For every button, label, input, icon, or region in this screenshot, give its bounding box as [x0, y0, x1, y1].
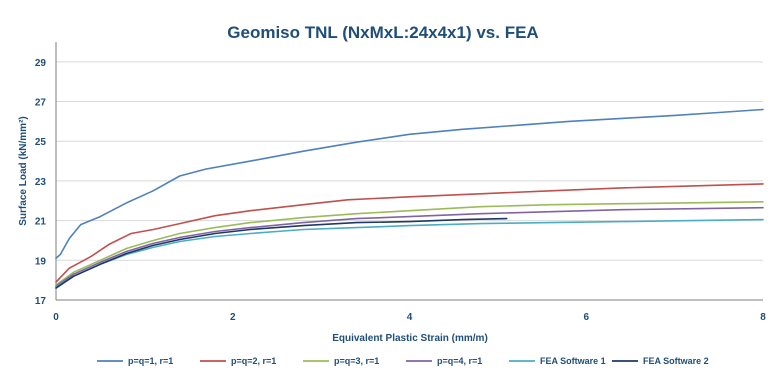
series-lines [55, 108, 764, 289]
series-line-3 [55, 201, 764, 286]
y-tick-label: 17 [35, 296, 47, 307]
x-tick-label: 2 [230, 312, 236, 323]
y-tick-labels: 17 19 21 23 25 27 29 [35, 58, 47, 307]
legend-label-4: p=q=4, r=1 [437, 356, 482, 366]
x-tick-label: 8 [760, 312, 766, 323]
x-tick-label: 6 [583, 312, 589, 323]
y-tick-label: 25 [35, 137, 47, 148]
legend-label-2: p=q=2, r=1 [231, 356, 276, 366]
y-tick-label: 21 [35, 217, 47, 228]
chart-title: Geomiso TNL (NxMxL:24x4x1) vs. FEA [227, 23, 538, 42]
x-tick-labels: 0 2 4 6 8 [53, 312, 766, 323]
legend-label-3: p=q=3, r=1 [334, 356, 379, 366]
x-tick-label: 0 [53, 312, 59, 323]
series-line-1 [55, 108, 764, 260]
y-axis-label: Surface Load (kN/mm²) [18, 116, 29, 225]
y-tick-label: 19 [35, 256, 47, 267]
x-axis-label: Equivalent Plastic Strain (mm/m) [332, 333, 488, 344]
legend-label-1: p=q=1, r=1 [128, 356, 173, 366]
y-tick-label: 29 [35, 58, 47, 69]
x-tick-label: 4 [407, 312, 413, 323]
y-tick-label: 27 [35, 98, 47, 109]
y-tick-label: 23 [35, 177, 47, 188]
legend-label-6: FEA Software 2 [643, 356, 709, 366]
legend: p=q=1, r=1 p=q=2, r=1 p=q=3, r=1 p=q=4, r=1… [97, 356, 709, 366]
series-line-5 [55, 218, 764, 288]
series-line-6 [55, 217, 508, 289]
legend-label-5: FEA Software 1 [540, 356, 606, 366]
series-line-4 [55, 206, 764, 287]
series-line-2 [55, 183, 764, 283]
grid-lines [56, 61, 763, 261]
